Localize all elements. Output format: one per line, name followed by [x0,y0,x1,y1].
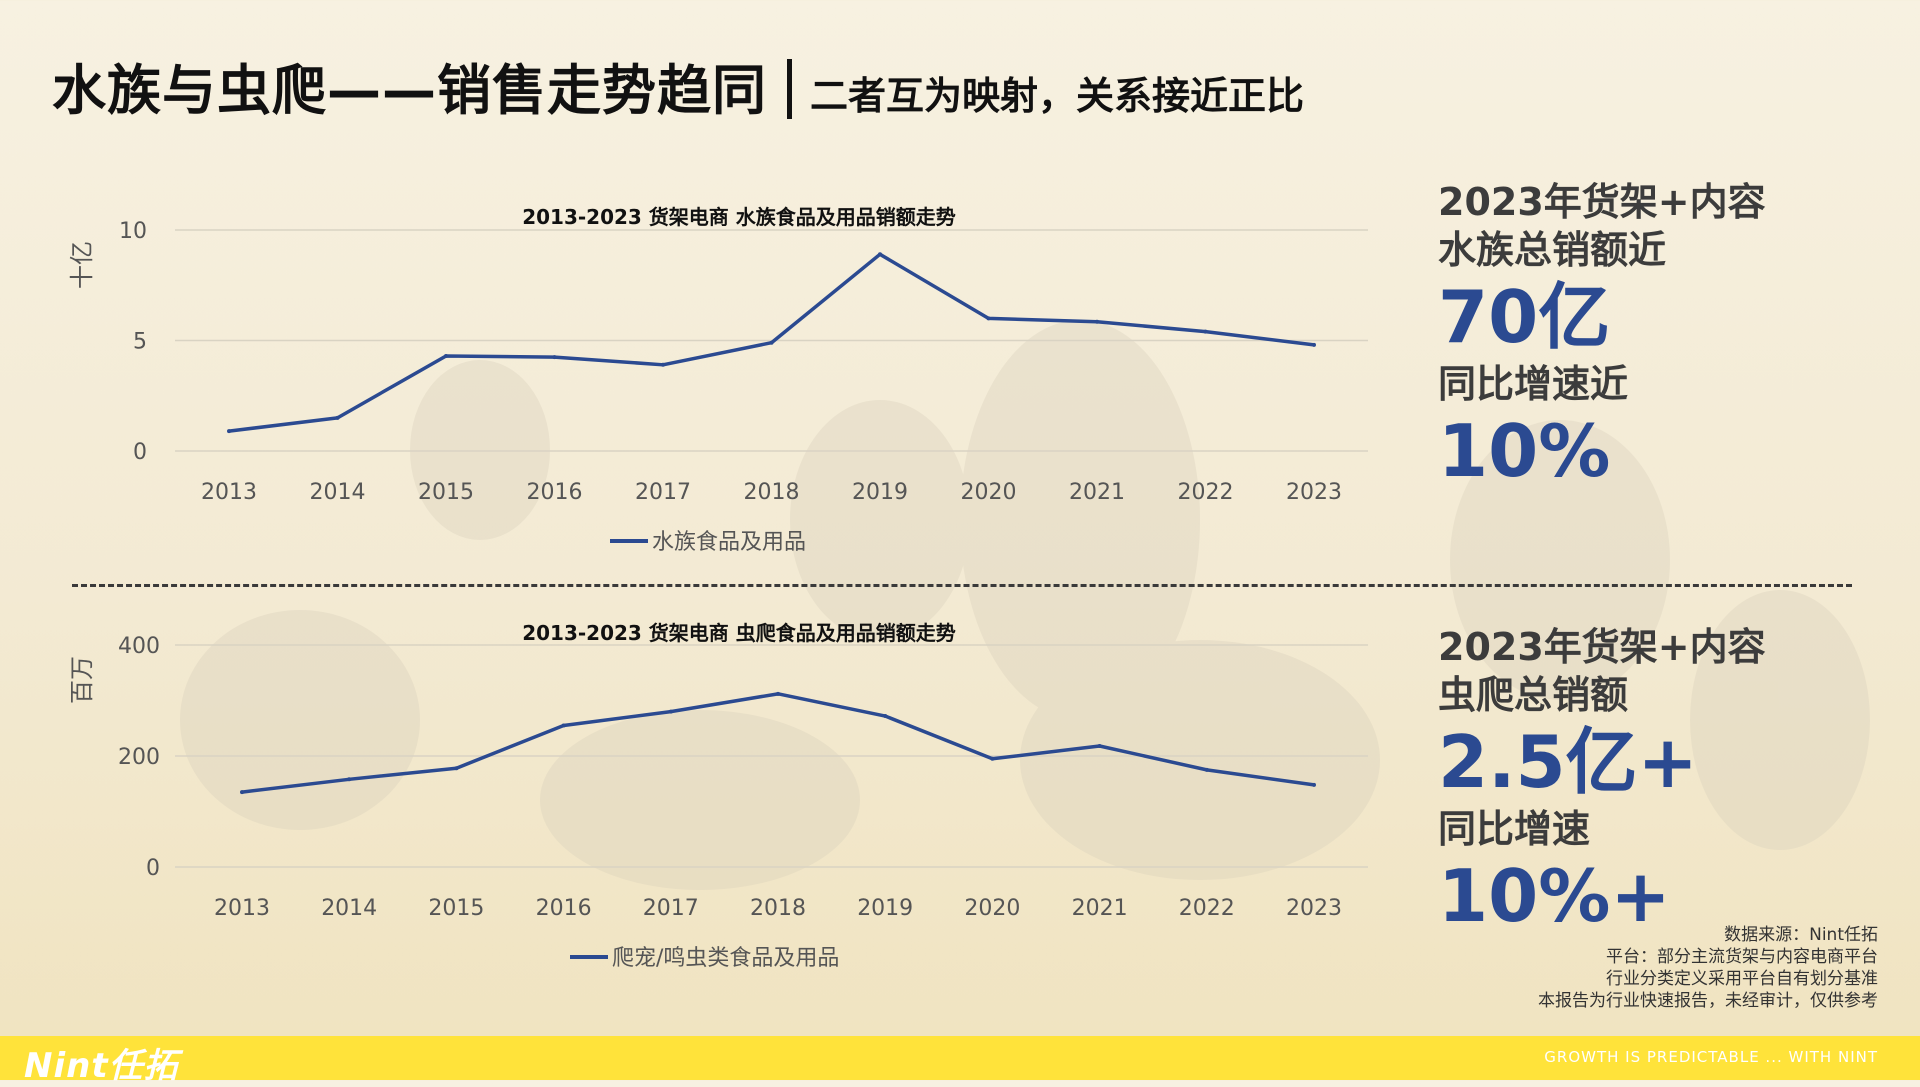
x-tick-label: 2013 [201,480,257,505]
x-tick-label: 2017 [635,480,691,505]
legend-label: 爬宠/鸣虫类食品及用品 [612,946,839,971]
y-tick-label: 0 [146,856,160,881]
y-axis-label: 百万 [68,656,96,704]
data-point [444,353,448,358]
x-tick-label: 2021 [1069,480,1125,505]
page-title: 水族与虫爬——销售走势趋同 [52,59,767,122]
data-point [347,777,352,782]
data-point [1095,319,1099,324]
data-point [883,714,888,719]
x-tick-label: 2019 [857,896,913,921]
data-point [561,723,566,728]
aquarium-total-value: 70亿 [1438,275,1611,359]
x-tick-label: 2022 [1178,480,1234,505]
reptile-stat-label-2: 虫爬总销额 [1438,673,1629,717]
note-disclaimer: 本报告为行业快速报告，未经审计，仅供参考 [1538,991,1878,1011]
aquarium-growth-value: 10% [1438,409,1611,493]
y-tick-label: 400 [118,634,160,659]
x-tick-label: 2023 [1286,480,1342,505]
x-tick-label: 2015 [428,896,484,921]
x-tick-label: 2014 [321,896,377,921]
x-tick-label: 2021 [1072,896,1128,921]
page-subtitle: 二者互为映射，关系接近正比 [810,74,1305,118]
x-tick-label: 2015 [418,480,474,505]
series-line [241,692,1315,794]
y-axis-label: 十亿 [68,241,96,289]
note-platform: 平台：部分主流货架与内容电商平台 [1606,947,1878,967]
x-tick-label: 2019 [852,480,908,505]
x-tick-label: 2013 [214,896,270,921]
x-tick-label: 2018 [744,480,800,505]
x-tick-label: 2016 [536,896,592,921]
title-row: 水族与虫爬——销售走势趋同 二者互为映射，关系接近正比 [52,46,1304,125]
data-point [776,691,780,696]
data-point [1204,767,1209,772]
aquarium-stat-label-1: 2023年货架+内容 [1438,180,1766,224]
x-tick-label: 2020 [964,896,1020,921]
chart-title: 2013-2023 货架电商 虫爬食品及用品销额走势 [522,621,956,645]
x-tick-label: 2018 [750,896,806,921]
data-point [668,709,673,714]
y-tick-label: 0 [133,440,147,465]
aquarium-stat-label-2: 水族总销额近 [1438,228,1667,272]
y-tick-label: 200 [118,745,160,770]
x-tick-label: 2016 [527,480,583,505]
data-point [552,355,557,360]
x-tick-label: 2017 [643,896,699,921]
footer-bar: Nint任拓 GROWTH IS PREDICTABLE ... WITH NI… [0,1036,1920,1086]
note-definition: 行业分类定义采用平台自有划分基准 [1606,969,1878,989]
aquarium-stats: 2023年货架+内容 水族总销额近 70亿 同比增速近 10% [1438,178,1766,494]
data-point [661,362,665,367]
reptile-stat-label-1: 2023年货架+内容 [1438,625,1766,669]
title-separator [787,59,792,119]
y-tick-label: 10 [119,219,147,244]
data-point [454,766,459,771]
data-point [990,756,995,761]
data-point [1203,329,1208,334]
source-notes: 数据来源：Nint任拓 平台：部分主流货架与内容电商平台 行业分类定义采用平台自… [1538,924,1878,1012]
data-point [227,429,231,434]
chart-title: 2013-2023 货架电商 水族食品及用品销额走势 [522,205,956,229]
note-source: 数据来源：Nint任拓 [1724,925,1878,945]
aquarium-stat-label-3: 同比增速近 [1438,362,1629,406]
aquarium-sales-chart: 0 5 10 十亿 2013-2023 货架电商 水族食品及用品销额走势 2013 2014… [68,205,1368,555]
reptile-stats: 2023年货架+内容 虫爬总销额 2.5亿+ 同比增速 10%+ [1438,623,1766,939]
y-tick-label: 5 [133,330,147,355]
data-point [878,252,882,257]
x-tick-label: 2023 [1286,896,1342,921]
reptile-stat-label-3: 同比增速 [1438,807,1591,851]
reptile-sales-chart: 0 200 400 百万 2013-2023 货架电商 虫爬食品及用品销额走势 2013 2… [68,621,1368,971]
x-tick-label: 2022 [1179,896,1235,921]
reptile-growth-value: 10%+ [1438,854,1671,938]
data-point [1097,744,1102,749]
data-point [335,415,340,420]
data-point [769,340,774,345]
x-tick-label: 2020 [961,480,1017,505]
nint-logo: Nint任拓 [24,1046,179,1086]
section-divider [72,584,1852,587]
reptile-total-value: 2.5亿+ [1438,720,1698,804]
x-tick-label: 2014 [310,480,366,505]
footer-slogan: GROWTH IS PREDICTABLE ... WITH NINT [1544,1048,1878,1066]
data-point [240,790,244,795]
legend-label: 水族食品及用品 [652,530,806,555]
data-point [1312,342,1316,347]
data-point [986,316,991,321]
data-point [1312,782,1316,787]
